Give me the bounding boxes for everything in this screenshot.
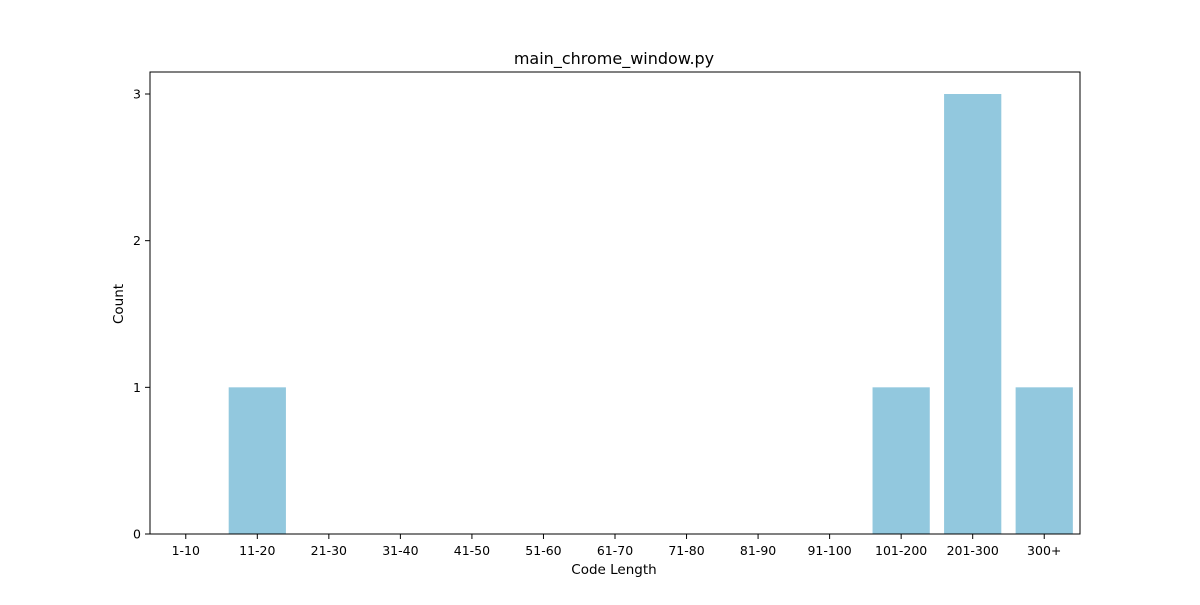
x-tick-label: 21-30: [311, 543, 347, 558]
x-tick-label: 91-100: [807, 543, 851, 558]
chart-title: main_chrome_window.py: [514, 49, 714, 69]
bar-201-300: [944, 94, 1002, 534]
x-ticks-group: 1-10 11-20 21-30 31-40 41-50 51-60 61-70 71-80 8…: [172, 534, 1061, 558]
x-tick-label: 41-50: [454, 543, 490, 558]
bar-101-200: [872, 387, 930, 534]
bars-group: [228, 94, 1073, 534]
x-tick-label: 201-300: [947, 543, 999, 558]
bar-11-20: [228, 387, 286, 534]
bar-300+: [1015, 387, 1073, 534]
plot-frame: [149, 71, 1081, 535]
y-tick-label: 1: [133, 380, 141, 395]
x-axis-label: Code Length: [571, 562, 656, 578]
y-tick-label: 2: [133, 233, 141, 248]
x-tick-label: 81-90: [740, 543, 776, 558]
x-tick-label: 101-200: [875, 543, 927, 558]
x-tick-label: 61-70: [597, 543, 633, 558]
y-axis-label: Count: [111, 284, 127, 324]
y-tick-label: 3: [133, 87, 141, 102]
y-ticks-group: 0 1 2 3: [133, 87, 150, 542]
x-tick-label: 11-20: [239, 543, 275, 558]
x-tick-label: 51-60: [525, 543, 561, 558]
x-tick-label: 31-40: [382, 543, 418, 558]
x-tick-label: 300+: [1027, 543, 1061, 558]
y-tick-label: 0: [133, 527, 141, 542]
x-tick-label: 71-80: [668, 543, 704, 558]
x-tick-label: 1-10: [172, 543, 200, 558]
